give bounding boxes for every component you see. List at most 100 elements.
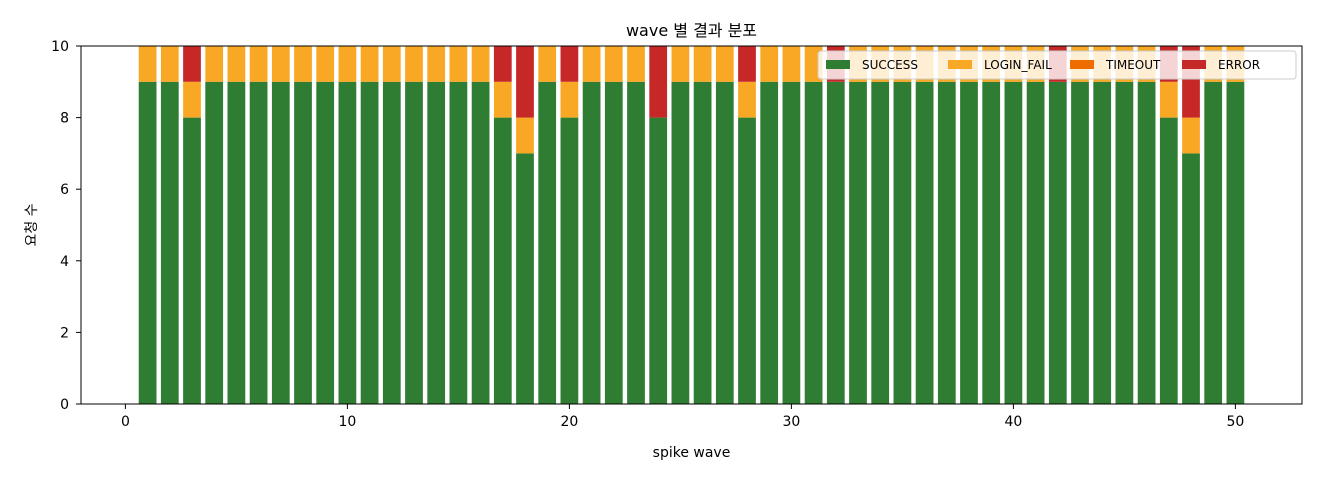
- bar-success-wave-28: [738, 117, 756, 404]
- y-tick-label: 10: [51, 39, 69, 55]
- bar-success-wave-9: [316, 81, 335, 405]
- legend-label-login-fail: LOGIN_FAIL: [984, 58, 1052, 72]
- bar-success-wave-46: [1137, 81, 1156, 405]
- y-axis-title: 요청 수: [24, 203, 40, 246]
- x-axis-title: spike wave: [653, 445, 731, 461]
- bar-error-wave-24: [649, 46, 668, 118]
- bar-login-fail-wave-18: [516, 117, 534, 154]
- bar-login-fail-wave-27: [715, 46, 734, 82]
- bar-login-fail-wave-17: [493, 81, 512, 118]
- legend-label-error: ERROR: [1218, 58, 1260, 72]
- bar-login-fail-wave-3: [183, 81, 201, 118]
- bar-success-wave-44: [1093, 81, 1112, 405]
- bar-success-wave-3: [183, 117, 201, 404]
- plot-frame: [80, 45, 1303, 405]
- x-tick-label: 20: [560, 414, 578, 430]
- legend: SUCCESS LOGIN_FAIL TIMEOUT ERROR: [817, 50, 1297, 80]
- bar-login-fail-wave-21: [582, 46, 601, 82]
- bar-login-fail-wave-8: [294, 46, 312, 82]
- x-tick-label: 0: [121, 414, 130, 430]
- y-axis: 0 2 4 6 8 10: [51, 39, 81, 413]
- bar-success-wave-19: [538, 81, 557, 405]
- bar-success-wave-36: [915, 81, 934, 405]
- bar-login-fail-wave-13: [405, 46, 423, 82]
- bar-success-wave-5: [227, 81, 246, 405]
- bar-success-wave-10: [338, 81, 357, 405]
- bar-success-wave-12: [382, 81, 401, 405]
- bar-success-wave-47: [1159, 117, 1178, 404]
- bar-login-fail-wave-12: [382, 46, 401, 82]
- bar-login-fail-wave-23: [627, 46, 645, 82]
- y-tick-label: 6: [60, 182, 69, 198]
- bars-group: [138, 46, 1245, 405]
- legend-swatch-login-fail: [948, 60, 972, 69]
- bar-success-wave-29: [760, 81, 779, 405]
- x-tick-label: 30: [782, 414, 800, 430]
- y-tick-label: 8: [60, 111, 69, 127]
- bar-success-wave-42: [1048, 81, 1067, 405]
- bar-success-wave-50: [1226, 81, 1245, 405]
- bar-success-wave-34: [871, 81, 890, 405]
- bar-login-fail-wave-25: [671, 46, 690, 82]
- bar-login-fail-wave-30: [782, 46, 801, 82]
- legend-box: [817, 50, 1297, 80]
- bar-login-fail-wave-48: [1182, 117, 1200, 154]
- bar-success-wave-16: [471, 81, 490, 405]
- bar-login-fail-wave-22: [604, 46, 623, 82]
- bar-success-wave-15: [449, 81, 468, 405]
- bar-success-wave-14: [427, 81, 446, 405]
- bar-success-wave-20: [560, 117, 579, 404]
- legend-swatch-timeout: [1070, 60, 1094, 69]
- bar-login-fail-wave-7: [271, 46, 290, 82]
- bar-success-wave-38: [960, 81, 978, 405]
- x-tick-label: 40: [1004, 414, 1022, 430]
- chart-title: wave 별 결과 분포: [626, 21, 757, 40]
- bar-error-wave-20: [560, 46, 579, 82]
- legend-label-success: SUCCESS: [862, 58, 918, 72]
- bar-success-wave-40: [1004, 81, 1023, 405]
- y-tick-label: 4: [60, 254, 69, 270]
- bar-success-wave-45: [1115, 81, 1134, 405]
- bar-error-wave-28: [738, 46, 756, 82]
- bar-login-fail-wave-47: [1159, 81, 1178, 118]
- y-tick-label: 0: [60, 397, 69, 413]
- bar-success-wave-33: [849, 81, 867, 405]
- bar-success-wave-17: [493, 117, 512, 404]
- x-axis: 0 10 20 30 40 50: [121, 404, 1244, 430]
- bar-login-fail-wave-11: [360, 46, 379, 82]
- bar-login-fail-wave-9: [316, 46, 335, 82]
- bar-success-wave-7: [271, 81, 290, 405]
- bar-success-wave-48: [1182, 153, 1200, 404]
- bar-login-fail-wave-1: [138, 46, 157, 82]
- bar-success-wave-30: [782, 81, 801, 405]
- bar-login-fail-wave-19: [538, 46, 557, 82]
- bar-login-fail-wave-26: [693, 46, 712, 82]
- bar-success-wave-41: [1026, 81, 1045, 405]
- bar-success-wave-26: [693, 81, 712, 405]
- bar-login-fail-wave-5: [227, 46, 246, 82]
- bar-success-wave-21: [582, 81, 601, 405]
- bar-error-wave-3: [183, 46, 201, 82]
- bar-success-wave-49: [1204, 81, 1223, 405]
- bar-success-wave-2: [160, 81, 179, 405]
- bar-success-wave-23: [627, 81, 645, 405]
- legend-swatch-success: [826, 60, 850, 69]
- legend-swatch-error: [1182, 60, 1206, 69]
- x-tick-label: 10: [338, 414, 356, 430]
- bar-login-fail-wave-16: [471, 46, 490, 82]
- bar-success-wave-1: [138, 81, 157, 405]
- bar-success-wave-25: [671, 81, 690, 405]
- bar-login-fail-wave-28: [738, 81, 756, 118]
- bar-success-wave-43: [1071, 81, 1089, 405]
- bar-success-wave-24: [649, 117, 668, 404]
- bar-login-fail-wave-29: [760, 46, 779, 82]
- bar-success-wave-6: [249, 81, 268, 405]
- bar-login-fail-wave-20: [560, 81, 579, 118]
- x-tick-label: 50: [1226, 414, 1244, 430]
- legend-label-timeout: TIMEOUT: [1105, 58, 1161, 72]
- bar-success-wave-8: [294, 81, 312, 405]
- bar-login-fail-wave-10: [338, 46, 357, 82]
- bar-success-wave-18: [516, 153, 534, 404]
